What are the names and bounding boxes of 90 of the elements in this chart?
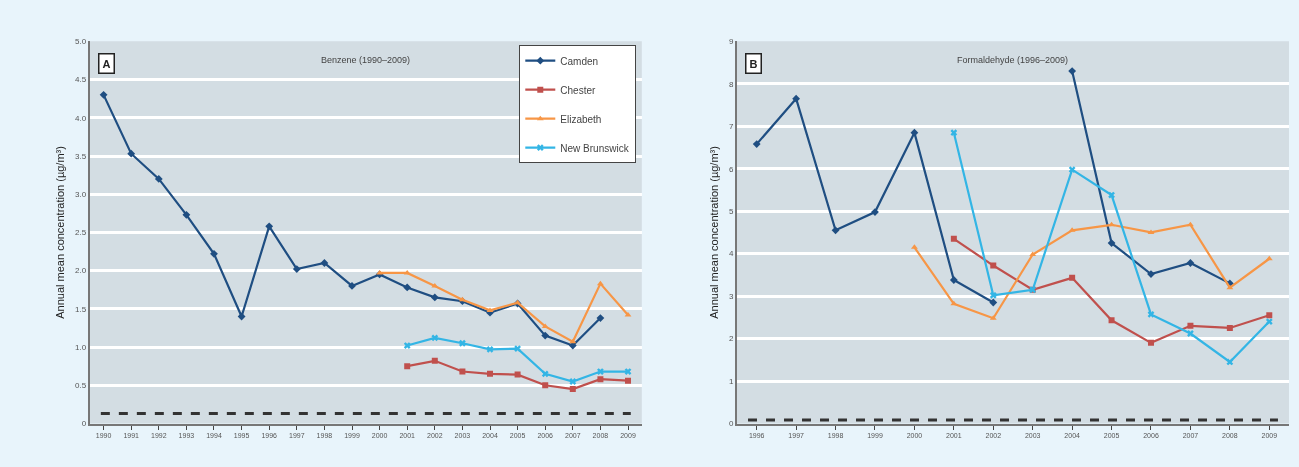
point (569, 386, 576, 393)
point (1226, 358, 1234, 366)
y-tick-label: 1.0 (75, 342, 87, 352)
point (1265, 318, 1273, 325)
point (210, 249, 218, 258)
text: Formaldehyde (1996–2009) (957, 55, 1069, 65)
annotation: A (102, 57, 111, 70)
point (1187, 322, 1194, 329)
point (950, 129, 958, 137)
point (1068, 67, 1077, 75)
point (1187, 330, 1194, 337)
y-tick-label: 6 (728, 164, 734, 174)
point (597, 368, 604, 375)
y-tick-label: 0 (728, 419, 734, 429)
point (1147, 339, 1154, 346)
point (989, 291, 997, 299)
point (514, 345, 521, 353)
point (541, 331, 550, 340)
point (127, 149, 136, 158)
y-axis-title: Annual mean concentration (µg/m³) (54, 146, 67, 319)
point (596, 280, 604, 286)
legend-label: New Brunswick (560, 142, 630, 154)
y-tick-label: 7 (728, 122, 734, 132)
point (624, 368, 632, 375)
point (949, 276, 958, 284)
point (910, 128, 919, 137)
point (458, 296, 466, 302)
point (1108, 191, 1115, 199)
point (1226, 324, 1233, 331)
y-tick-label: 1.5 (75, 304, 87, 314)
point (403, 342, 411, 349)
point (1068, 166, 1076, 173)
point (542, 382, 549, 389)
point (292, 265, 301, 274)
y-tick-label: 1 (728, 376, 734, 386)
point (597, 376, 604, 383)
y-tick-label: 0.5 (75, 381, 87, 391)
point (596, 314, 605, 322)
point (431, 357, 438, 364)
point (541, 370, 549, 378)
legend-label: Chester (560, 84, 596, 96)
point (625, 377, 632, 384)
y-tick-label: 2 (728, 334, 734, 344)
point (403, 283, 412, 292)
point (265, 222, 274, 231)
y-tick-label: 4.5 (75, 75, 87, 85)
point (989, 298, 998, 307)
legend-label: Camden (560, 55, 599, 67)
y-tick-label: 4.0 (75, 113, 87, 123)
y-tick-label: 3.0 (75, 190, 87, 200)
point (486, 345, 494, 353)
point (950, 235, 957, 242)
text: Benzene (1990–2009) (321, 55, 411, 65)
point (320, 259, 329, 267)
point (459, 339, 466, 347)
point (1147, 310, 1155, 318)
annotation: B (749, 57, 758, 70)
point (1029, 251, 1037, 257)
point (431, 334, 439, 342)
point (1186, 259, 1195, 267)
point (154, 175, 163, 183)
point (752, 140, 761, 149)
point (459, 368, 466, 375)
y-tick-label: 3 (728, 291, 734, 301)
y-axis-title: Annual mean concentration (µg/m³) (708, 146, 721, 319)
point (1226, 284, 1234, 290)
y-tick-label: 9 (728, 37, 734, 47)
point (831, 226, 840, 235)
point (514, 371, 521, 378)
y-tick-label: 5 (728, 207, 734, 216)
point (1069, 274, 1076, 281)
point (792, 94, 801, 103)
y-tick-label: 2.0 (75, 266, 87, 276)
point (990, 262, 997, 269)
point (1108, 317, 1115, 324)
legend-label: Elizabeth (560, 113, 602, 125)
y-tick-label: 4 (728, 249, 734, 259)
y-tick-label: 8 (728, 79, 734, 89)
y-tick-label: 5.0 (75, 37, 87, 47)
point (99, 90, 108, 99)
point (1107, 239, 1116, 247)
point (487, 370, 493, 377)
point (404, 363, 411, 370)
point (1266, 312, 1273, 319)
point (182, 210, 191, 219)
y-tick-label: 3.5 (75, 151, 87, 161)
y-tick-label: 0 (81, 419, 87, 429)
y-tick-label: 2.5 (75, 228, 87, 238)
point (569, 378, 577, 385)
point (430, 293, 439, 302)
